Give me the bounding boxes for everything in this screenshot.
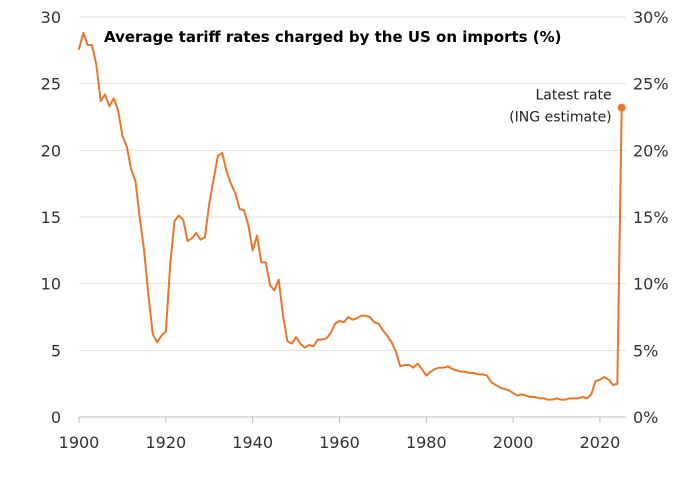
y-tick-left-25: 25	[41, 75, 61, 94]
x-tick-1900: 1900	[59, 433, 100, 452]
y-tick-left-15: 15	[41, 208, 61, 227]
annotation-latest-rate-line-2: (ING estimate)	[509, 110, 611, 126]
x-axis-ticks: 1900 1920 1940 1960 1980 2000 2020	[59, 417, 621, 452]
gridlines	[79, 16, 626, 351]
y-tick-left-20: 20	[41, 141, 61, 160]
y-tick-right-30pct: 30%	[633, 8, 669, 27]
y-tick-left-5: 5	[51, 341, 61, 360]
y-tick-right-5pct: 5%	[633, 341, 658, 360]
y-tick-left-30: 30	[41, 8, 61, 27]
y-tick-right-20pct: 20%	[633, 141, 669, 160]
y-tick-right-25pct: 25%	[633, 75, 669, 94]
x-tick-1920: 1920	[145, 433, 186, 452]
x-tick-2020: 2020	[580, 433, 621, 452]
chart-title: Average tariff rates charged by the US o…	[104, 28, 562, 46]
latest-rate-marker	[617, 103, 626, 112]
series-line-tariff-rate	[78, 32, 623, 401]
x-tick-1980: 1980	[406, 433, 447, 452]
x-tick-1940: 1940	[232, 433, 273, 452]
y-tick-right-15pct: 15%	[633, 208, 669, 227]
x-tick-2000: 2000	[493, 433, 534, 452]
y-axis-left-ticks: 0 5 10 15 20 25 30	[41, 8, 61, 427]
y-tick-left-10: 10	[41, 275, 61, 294]
y-tick-left-0: 0	[51, 408, 61, 427]
x-tick-1960: 1960	[319, 433, 360, 452]
y-tick-right-0pct: 0%	[633, 408, 658, 427]
y-axis-right-ticks: 0% 5% 10% 15% 20% 25% 30%	[633, 8, 669, 427]
annotation-latest-rate-line-1: Latest rate	[536, 88, 612, 104]
y-tick-right-10pct: 10%	[633, 275, 669, 294]
